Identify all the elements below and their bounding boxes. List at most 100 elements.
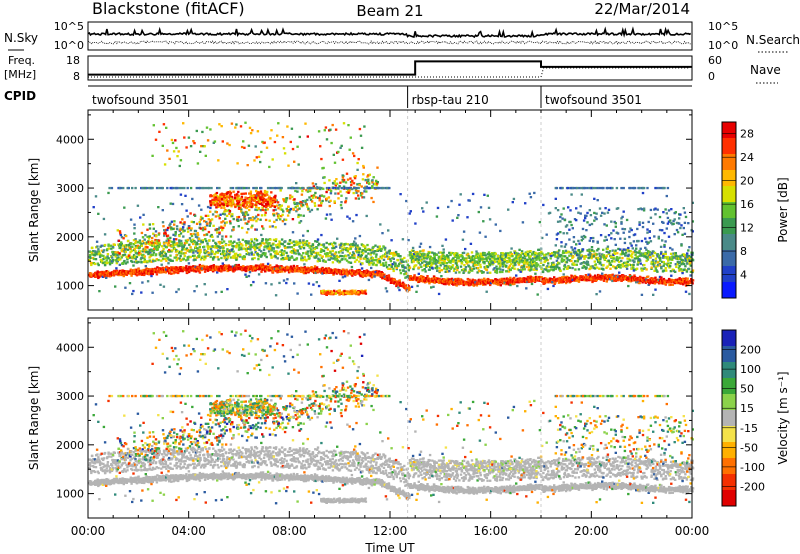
power-cell <box>291 196 293 198</box>
power-cell <box>241 244 243 246</box>
power-cell <box>294 249 296 251</box>
power-cell <box>392 268 394 270</box>
power-cell <box>157 259 159 261</box>
power-cell <box>422 249 424 251</box>
power-cell <box>268 250 270 252</box>
power-cell <box>269 137 271 139</box>
power-cell <box>359 128 361 130</box>
power-cell <box>144 239 146 241</box>
cpid-segment-label: twofsound 3501 <box>545 93 642 107</box>
power-cell <box>473 268 475 270</box>
power-cell <box>139 216 141 218</box>
power-cell <box>394 262 396 264</box>
power-cell <box>349 149 351 151</box>
power-cell <box>521 266 523 268</box>
power-cell <box>245 244 247 246</box>
power-cell <box>286 197 288 199</box>
power-cell <box>253 257 255 259</box>
power-cell <box>357 256 359 258</box>
power-cell <box>371 185 373 187</box>
power-cell <box>264 253 266 255</box>
power-cell <box>89 254 91 256</box>
power-cell <box>495 223 497 225</box>
power-cell <box>90 262 92 264</box>
power-cell <box>257 214 259 216</box>
power-cell <box>333 200 335 202</box>
power-cell <box>334 242 336 244</box>
nave-label: Nave <box>750 63 781 77</box>
power-cell <box>218 123 220 125</box>
power-cell <box>427 256 429 258</box>
power-cell <box>219 217 221 219</box>
power-cell <box>353 187 355 189</box>
power-cell <box>190 256 192 258</box>
power-cell <box>298 187 300 189</box>
power-cell <box>112 259 114 261</box>
power-cell <box>526 262 528 264</box>
power-cell <box>304 244 306 246</box>
power-cell <box>316 241 318 243</box>
power-cell <box>456 217 458 219</box>
power-cell <box>172 187 174 189</box>
power-cell <box>180 250 182 252</box>
power-cell <box>274 226 276 228</box>
power-cell <box>196 130 198 132</box>
power-cell <box>278 214 280 216</box>
power-cell <box>273 214 275 216</box>
power-cell <box>486 260 488 262</box>
power-cell <box>528 264 530 266</box>
power-cell <box>211 218 213 220</box>
power-cell <box>293 198 295 200</box>
power-cell <box>225 235 227 237</box>
power-cell <box>296 292 298 294</box>
power-cell <box>505 252 507 254</box>
power-cell <box>106 259 108 261</box>
power-cell <box>358 198 360 200</box>
power-cell <box>432 286 434 288</box>
power-cell <box>243 147 245 149</box>
power-cell <box>253 242 255 244</box>
power-cell <box>373 275 375 277</box>
power-cell <box>289 246 291 248</box>
power-cell <box>312 182 314 184</box>
power-cell <box>285 282 287 284</box>
nave-right-tick-low: 0 <box>708 70 715 83</box>
power-cell <box>516 285 518 287</box>
power-cell <box>508 257 510 259</box>
power-cell <box>438 256 440 258</box>
power-cell <box>175 231 177 233</box>
power-cell <box>162 225 164 227</box>
power-cell <box>469 200 471 202</box>
power-cell <box>266 256 268 258</box>
power-cell <box>297 249 299 251</box>
power-cell <box>123 260 125 262</box>
power-cell <box>306 240 308 242</box>
power-cell <box>318 130 320 132</box>
power-cell <box>222 262 224 264</box>
power-cell <box>421 269 423 271</box>
power-cell <box>347 192 349 194</box>
power-cell <box>272 158 274 160</box>
power-cell <box>480 266 482 268</box>
power-cell <box>464 268 466 270</box>
power-cell <box>144 255 146 257</box>
power-cell <box>343 179 345 181</box>
power-cell <box>355 248 357 250</box>
power-cell <box>260 250 262 252</box>
power-cell <box>328 179 330 181</box>
power-cell <box>330 190 332 192</box>
power-cell <box>346 173 348 175</box>
power-cell <box>137 205 139 207</box>
power-cell <box>369 174 371 176</box>
power-cell <box>188 244 190 246</box>
power-cell <box>181 187 183 189</box>
power-cell <box>487 195 489 197</box>
power-cell <box>388 275 390 277</box>
power-cell <box>250 284 252 286</box>
power-cell <box>266 239 268 241</box>
power-cell <box>199 246 201 248</box>
power-cell <box>240 125 242 127</box>
power-cell <box>201 217 203 219</box>
power-cell <box>484 236 486 238</box>
power-cell <box>486 272 488 274</box>
